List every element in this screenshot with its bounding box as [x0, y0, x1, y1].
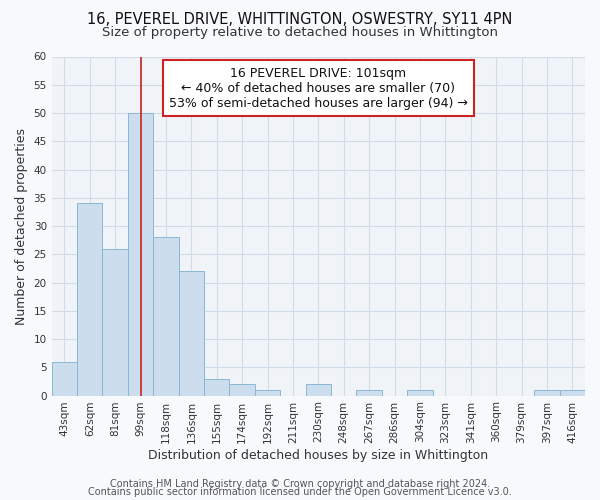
- Bar: [77, 204, 103, 396]
- X-axis label: Distribution of detached houses by size in Whittington: Distribution of detached houses by size …: [148, 450, 488, 462]
- Bar: [153, 238, 179, 396]
- Bar: [103, 248, 128, 396]
- Bar: [305, 384, 331, 396]
- Y-axis label: Number of detached properties: Number of detached properties: [15, 128, 28, 324]
- Text: Size of property relative to detached houses in Whittington: Size of property relative to detached ho…: [102, 26, 498, 39]
- Text: 16, PEVEREL DRIVE, WHITTINGTON, OSWESTRY, SY11 4PN: 16, PEVEREL DRIVE, WHITTINGTON, OSWESTRY…: [88, 12, 512, 28]
- Bar: [255, 390, 280, 396]
- Bar: [179, 271, 204, 396]
- Text: Contains public sector information licensed under the Open Government Licence v3: Contains public sector information licen…: [88, 487, 512, 497]
- Bar: [229, 384, 255, 396]
- Text: Contains HM Land Registry data © Crown copyright and database right 2024.: Contains HM Land Registry data © Crown c…: [110, 479, 490, 489]
- Bar: [52, 362, 77, 396]
- Bar: [356, 390, 382, 396]
- Text: 16 PEVEREL DRIVE: 101sqm
← 40% of detached houses are smaller (70)
53% of semi-d: 16 PEVEREL DRIVE: 101sqm ← 40% of detach…: [169, 66, 468, 110]
- Bar: [128, 113, 153, 396]
- Bar: [560, 390, 585, 396]
- Bar: [204, 378, 229, 396]
- Bar: [534, 390, 560, 396]
- Bar: [407, 390, 433, 396]
